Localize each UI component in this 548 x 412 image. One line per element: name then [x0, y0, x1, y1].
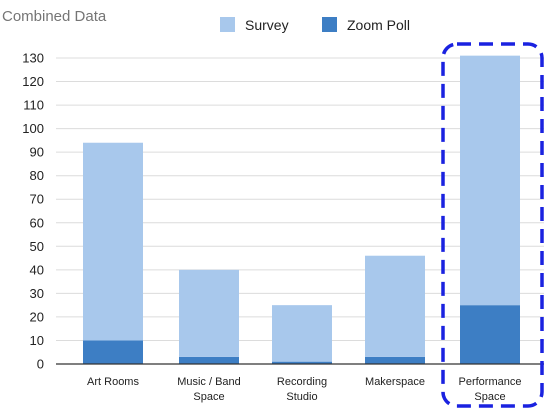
y-tick-label: 90 — [30, 145, 44, 160]
bar-segment-survey — [179, 269, 239, 357]
legend-label: Zoom Poll — [347, 17, 410, 33]
y-tick-label: 40 — [30, 262, 44, 277]
bar-segment-zoom-poll — [179, 356, 239, 364]
y-tick-label: 130 — [22, 51, 44, 66]
legend-swatch — [322, 17, 337, 32]
y-tick-label: 0 — [37, 357, 44, 372]
y-tick-label: 70 — [30, 192, 44, 207]
bar-segment-zoom-poll — [83, 340, 143, 364]
legend-swatch — [220, 17, 235, 32]
bar-segment-zoom-poll — [460, 305, 520, 364]
chart-legend: Survey Zoom Poll — [220, 17, 410, 33]
y-tick-label: 30 — [30, 286, 44, 301]
legend-label: Survey — [245, 17, 289, 33]
x-tick-label: Makerspace — [365, 376, 425, 388]
bar-series — [83, 55, 520, 364]
x-axis: Art Rooms Music / Band Space Recording Studi… — [56, 363, 544, 403]
x-tick-label: Performance Space — [459, 376, 522, 403]
x-tick-label: Art Rooms — [87, 376, 139, 388]
y-tick-label: 10 — [30, 333, 44, 348]
y-tick-label: 110 — [23, 98, 44, 113]
y-axis: 0 10 20 30 40 50 60 70 80 90 100 110 120 130 — [22, 51, 44, 372]
x-tick-label: Music / Band Space — [177, 376, 241, 403]
bar-segment-zoom-poll — [272, 361, 332, 364]
bar-segment-survey — [272, 305, 332, 362]
y-tick-label: 80 — [30, 168, 44, 183]
bar-segment-zoom-poll — [365, 356, 425, 364]
bar-segment-survey — [365, 255, 425, 357]
highlight-layer — [441, 42, 544, 408]
y-tick-label: 100 — [22, 121, 44, 136]
highlight-box — [441, 42, 544, 408]
chart-title: Combined Data — [2, 8, 107, 25]
y-tick-label: 120 — [22, 74, 44, 89]
y-tick-label: 50 — [30, 239, 44, 254]
y-tick-label: 20 — [30, 309, 44, 324]
y-tick-label: 60 — [30, 215, 44, 230]
bar-segment-survey — [460, 55, 520, 306]
bar-segment-survey — [83, 142, 143, 341]
x-tick-label: Recording Studio — [277, 376, 327, 403]
